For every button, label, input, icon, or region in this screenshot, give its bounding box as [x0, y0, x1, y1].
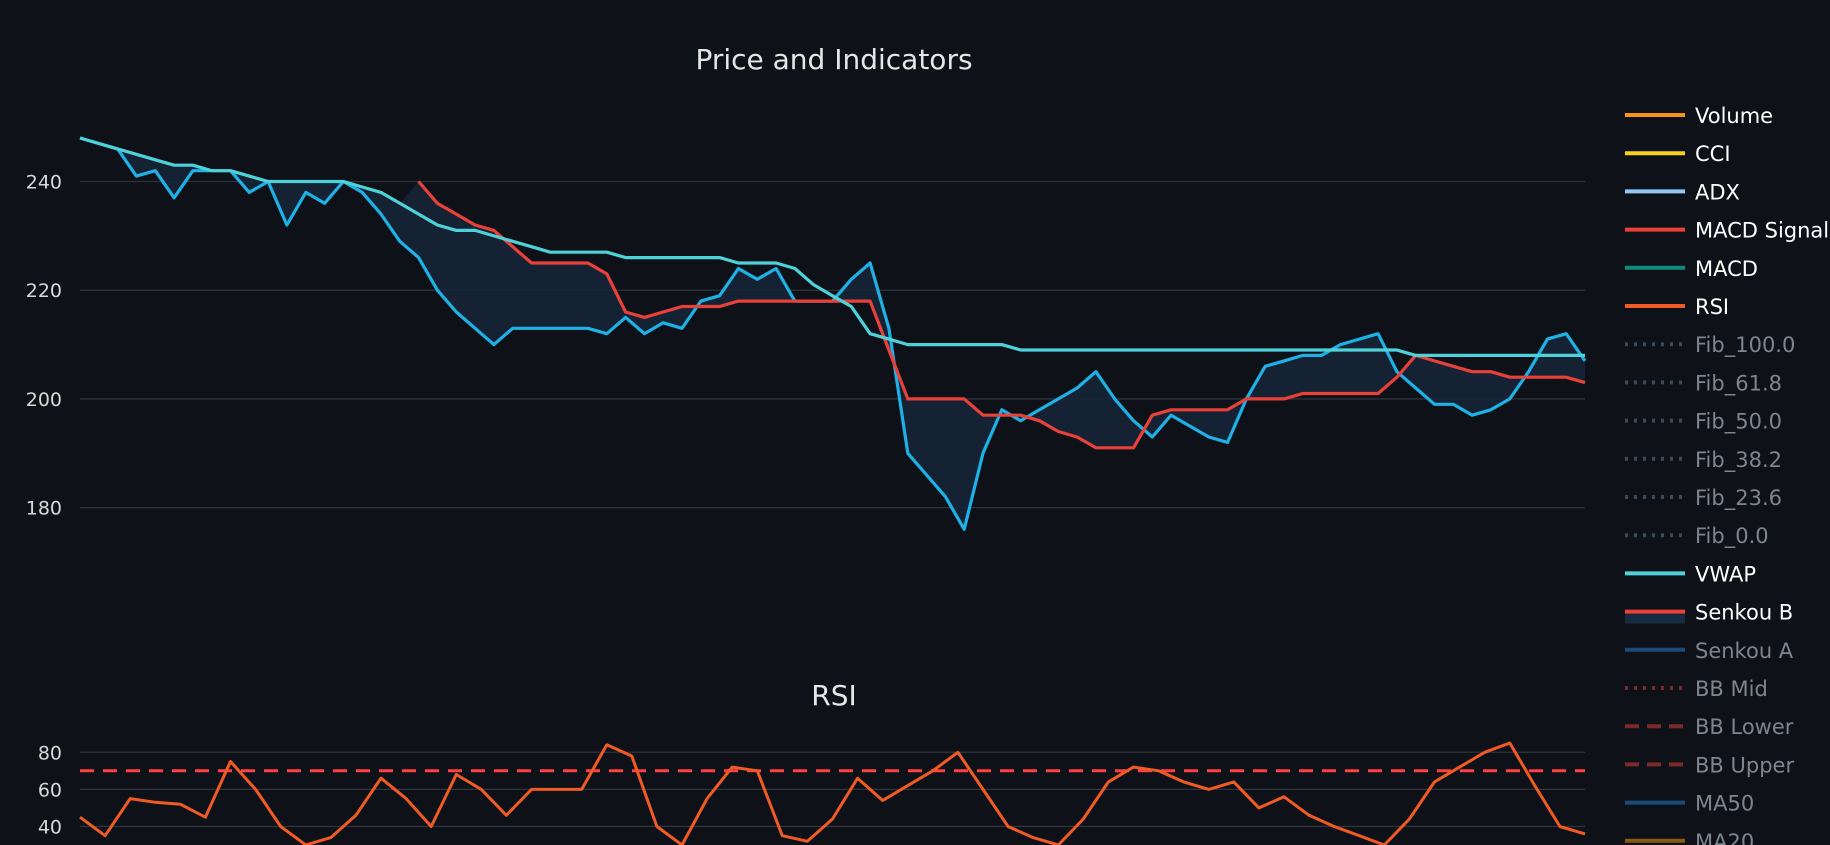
series-line-rsi: [79, 741, 1586, 845]
legend-label: Fib_100.0: [1695, 333, 1795, 358]
legend-item-ma50[interactable]: MA50: [1625, 792, 1754, 816]
rsi-y-axis: 40 60 80: [38, 742, 62, 838]
price-tick-label: 220: [26, 280, 62, 302]
rsi-chart-title: RSI: [811, 679, 857, 712]
legend-item-fib-100-0[interactable]: Fib_100.0: [1625, 333, 1795, 358]
legend-item-senkou-a[interactable]: Senkou A: [1625, 639, 1794, 663]
legend-item-vwap[interactable]: VWAP: [1625, 562, 1756, 586]
legend-item-bb-lower[interactable]: BB Lower: [1625, 715, 1794, 739]
legend-item-rsi[interactable]: RSI: [1625, 295, 1729, 319]
legend-label: BB Upper: [1695, 753, 1794, 777]
legend-item-macd-signal[interactable]: MACD Signal: [1625, 219, 1829, 243]
price-tick-label: 240: [26, 172, 62, 194]
price-tick-label: 200: [26, 389, 62, 411]
series-line-senkou-b: [417, 180, 1586, 450]
legend-item-bb-upper[interactable]: BB Upper: [1625, 753, 1794, 777]
chart-legend[interactable]: Volume CCI ADX MACD Signal MACD RSI Fib_100.0 F…: [1625, 104, 1829, 845]
legend-label: VWAP: [1695, 562, 1756, 586]
legend-label: Volume: [1695, 104, 1773, 128]
series-line-price: [79, 136, 1587, 531]
rsi-series: [79, 741, 1586, 845]
legend-label: Fib_50.0: [1695, 410, 1782, 435]
legend-item-fib-38-2[interactable]: Fib_38.2: [1625, 448, 1782, 473]
legend-item-bb-mid[interactable]: BB Mid: [1625, 677, 1768, 701]
legend-item-ma20[interactable]: MA20: [1625, 830, 1754, 845]
price-y-axis: 180 200 220 240: [26, 172, 62, 520]
legend-item-fib-23-6[interactable]: Fib_23.6: [1625, 486, 1782, 511]
legend-item-fib-61-8[interactable]: Fib_61.8: [1625, 371, 1782, 396]
legend-label: MA20: [1695, 830, 1754, 845]
rsi-tick-label: 80: [38, 742, 62, 764]
legend-label: BB Mid: [1695, 677, 1768, 701]
series-line-vwap: [79, 136, 1585, 357]
legend-item-fib-0-0[interactable]: Fib_0.0: [1625, 524, 1769, 549]
legend-label: ADX: [1695, 180, 1740, 204]
legend-item-cci[interactable]: CCI: [1625, 142, 1731, 166]
price-chart-title: Price and Indicators: [695, 43, 972, 76]
price-series: [79, 136, 1587, 531]
legend-item-fib-50-0[interactable]: Fib_50.0: [1625, 410, 1782, 435]
legend-label: Senkou B: [1695, 601, 1793, 625]
legend-label: BB Lower: [1695, 715, 1794, 739]
rsi-tick-label: 40: [38, 816, 62, 838]
legend-label: CCI: [1695, 142, 1731, 166]
ichimoku-cloud-fill: [80, 138, 1585, 530]
legend-item-adx[interactable]: ADX: [1625, 180, 1740, 204]
legend-label: Fib_61.8: [1695, 371, 1782, 396]
legend-label: Fib_38.2: [1695, 448, 1782, 473]
legend-label: MACD: [1695, 257, 1758, 281]
legend-label: MACD Signal: [1695, 219, 1829, 243]
legend-label: MA50: [1695, 792, 1754, 816]
rsi-tick-label: 60: [38, 779, 62, 801]
legend-label: RSI: [1695, 295, 1729, 319]
legend-label: Fib_0.0: [1695, 524, 1769, 549]
legend-label: Senkou A: [1695, 639, 1794, 663]
legend-item-macd[interactable]: MACD: [1625, 257, 1758, 281]
rsi-gridlines: [80, 751, 1585, 828]
legend-label: Fib_23.6: [1695, 486, 1782, 511]
legend-item-volume[interactable]: Volume: [1625, 104, 1773, 128]
price-tick-label: 180: [26, 498, 62, 520]
legend-item-senkou-b[interactable]: Senkou B: [1625, 601, 1793, 625]
